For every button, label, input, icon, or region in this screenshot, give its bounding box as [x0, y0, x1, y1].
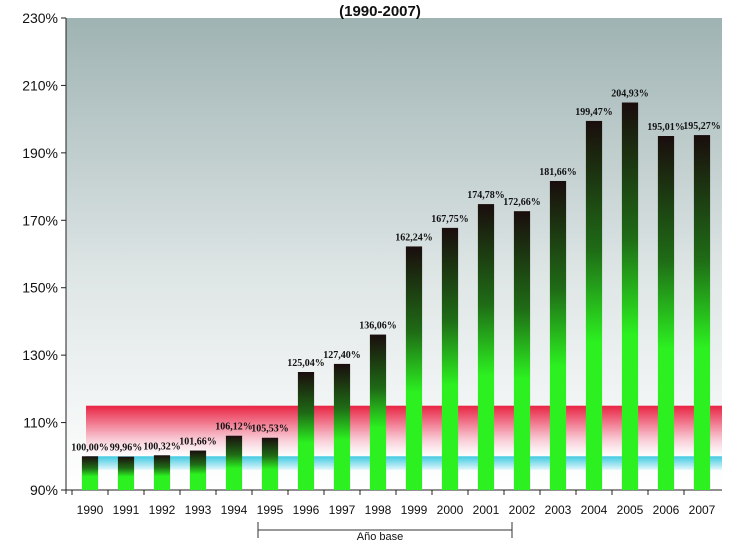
y-tick-label: 170%	[22, 212, 58, 228]
x-tick-label: 2003	[545, 503, 572, 517]
bar	[333, 363, 351, 490]
bar	[153, 455, 171, 490]
y-tick-label: 90%	[30, 482, 58, 498]
data-label: 195,27%	[683, 121, 721, 132]
x-tick-label: 1994	[221, 503, 248, 517]
reference-band	[86, 405, 722, 457]
bar	[297, 372, 315, 490]
bar	[81, 456, 99, 490]
data-label: 162,24%	[395, 232, 433, 243]
bar	[621, 102, 639, 490]
bar	[585, 120, 603, 490]
x-tick-label: 1993	[185, 503, 212, 517]
x-tick-label: 1996	[293, 503, 320, 517]
bar	[549, 180, 567, 490]
data-label: 101,66%	[179, 437, 217, 448]
x-tick-label: 1991	[113, 503, 140, 517]
bar	[117, 456, 135, 490]
data-label: 105,53%	[251, 424, 289, 435]
data-label: 99,96%	[110, 443, 143, 454]
x-tick-label: 1992	[149, 503, 176, 517]
data-label: 172,66%	[503, 197, 541, 208]
bar	[513, 211, 531, 490]
x-tick-label: 1998	[365, 503, 392, 517]
x-tick-label: 1999	[401, 503, 428, 517]
x-tick-label: 2004	[581, 503, 608, 517]
data-label: 127,40%	[323, 350, 361, 361]
y-tick-label: 190%	[22, 145, 58, 161]
data-label: 174,78%	[467, 190, 505, 201]
y-tick-label: 210%	[22, 77, 58, 93]
base-year-bracket: Año base	[257, 522, 513, 542]
x-tick-label: 2001	[473, 503, 500, 517]
chart-title: (1990-2007)	[339, 3, 421, 20]
y-tick-label: 150%	[22, 280, 58, 296]
data-label: 195,01%	[647, 122, 685, 133]
data-label: 125,04%	[287, 358, 325, 369]
x-tick-label: 2000	[437, 503, 464, 517]
x-axis: 1990 1991 1992 1993 1994 1995 1996 1997 1998 1999…	[71, 490, 716, 517]
y-tick-label: 110%	[23, 415, 58, 431]
x-tick-label: 2005	[617, 503, 644, 517]
bar	[225, 435, 243, 490]
bar	[369, 334, 387, 490]
data-label: 100,32%	[143, 441, 181, 452]
bar	[405, 246, 423, 490]
bar	[441, 227, 459, 490]
x-tick-label: 1990	[77, 503, 104, 517]
y-tick-label: 230%	[22, 10, 58, 26]
x-tick-label: 2006	[653, 503, 680, 517]
x-tick-label: 2007	[689, 503, 716, 517]
bar	[693, 135, 711, 490]
reference-bands	[86, 405, 722, 470]
data-label: 136,06%	[359, 321, 397, 332]
data-label: 181,66%	[539, 167, 577, 178]
data-label: 106,12%	[215, 422, 253, 433]
y-tick-label: 130%	[22, 347, 58, 363]
bar	[477, 204, 495, 491]
data-labels: 100,00% 99,96% 100,32%101,66% 106,12%105,53…	[71, 89, 721, 454]
x-tick-label: 1997	[329, 503, 356, 517]
y-axis: 90% 110% 130% 150% 170% 190% 210% 230%	[22, 10, 722, 498]
data-label: 100,00%	[71, 442, 109, 453]
bar	[261, 437, 279, 490]
bar	[189, 450, 207, 490]
data-label: 167,75%	[431, 214, 469, 225]
data-label: 199,47%	[575, 107, 613, 118]
base-year-label: Año base	[357, 531, 403, 542]
x-tick-label: 1995	[257, 503, 284, 517]
x-tick-label: 2002	[509, 503, 536, 517]
bar-series	[81, 102, 711, 491]
data-label: 204,93%	[611, 89, 649, 100]
bar	[657, 136, 675, 490]
